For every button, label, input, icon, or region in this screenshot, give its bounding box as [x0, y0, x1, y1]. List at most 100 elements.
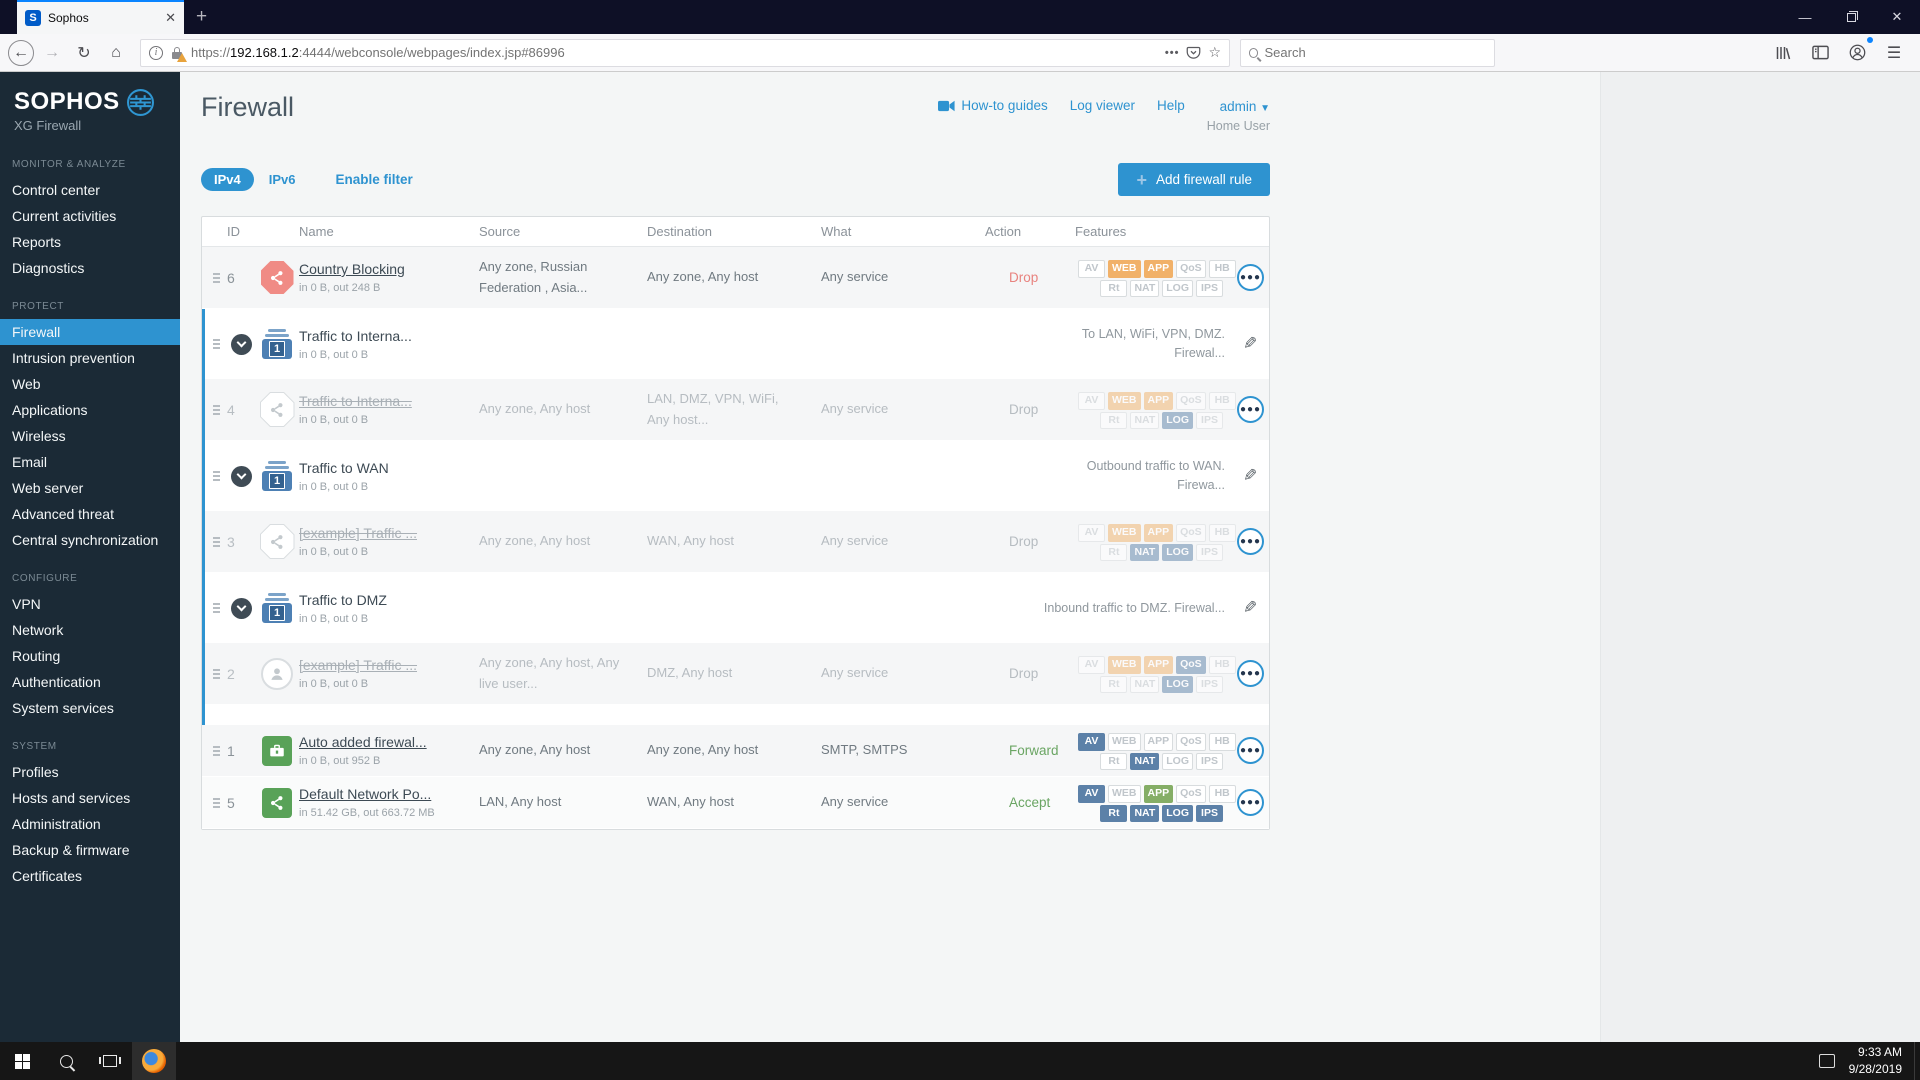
sidebar-item-backup-firmware[interactable]: Backup & firmware: [12, 842, 130, 858]
home-icon[interactable]: ⌂: [111, 43, 121, 61]
drag-handle-icon[interactable]: [212, 745, 220, 756]
sidebar-item-certificates[interactable]: Certificates: [12, 868, 83, 884]
sidebar-item-routing[interactable]: Routing: [12, 648, 61, 664]
url-text[interactable]: https://192.168.1.2:4444/webconsole/webp…: [191, 45, 565, 60]
firefox-taskbar-icon[interactable]: [132, 1042, 176, 1080]
feature-badge-web: WEB: [1108, 733, 1141, 751]
rule-more-actions-button[interactable]: ●●●: [1237, 264, 1264, 291]
drag-handle-icon[interactable]: [212, 272, 220, 283]
rule-more-actions-button[interactable]: ●●●: [1237, 528, 1264, 555]
sidebar-item-web-server[interactable]: Web server: [12, 480, 84, 496]
sidebar-item-reports[interactable]: Reports: [12, 234, 62, 250]
rule-name-link[interactable]: Auto added firewal...: [299, 734, 427, 750]
group-icon-cell: 1: [255, 593, 299, 623]
start-button[interactable]: [0, 1042, 44, 1080]
drag-handle-icon[interactable]: [212, 404, 220, 415]
sidebar-item-network[interactable]: Network: [12, 622, 64, 638]
library-icon[interactable]: [1769, 39, 1797, 67]
rule-name-link[interactable]: [example] Traffic ...: [299, 525, 418, 541]
sidebar-item-administration[interactable]: Administration: [12, 816, 101, 832]
sidebar-item-profiles[interactable]: Profiles: [12, 764, 59, 780]
menu-hamburger-icon[interactable]: ☰: [1886, 44, 1902, 62]
feature-badge-av: AV: [1078, 392, 1105, 410]
briefcase-icon: [262, 735, 292, 766]
header-link-how-to-guides[interactable]: How-to guides: [938, 98, 1048, 113]
rule-icon-cell: [255, 735, 299, 766]
sidebar-item-system-services[interactable]: System services: [12, 700, 114, 716]
rule-name-link[interactable]: [example] Traffic ...: [299, 657, 418, 673]
header-link-log-viewer[interactable]: Log viewer: [1069, 98, 1136, 113]
rule-name-link[interactable]: Country Blocking: [299, 261, 405, 277]
edit-pencil-icon[interactable]: ✎: [1243, 334, 1258, 353]
rule-source: Any zone, Any host: [479, 533, 591, 549]
feature-badge-hb: HB: [1208, 260, 1236, 278]
account-icon[interactable]: [1843, 36, 1873, 67]
collapse-group-button[interactable]: [230, 333, 252, 355]
sidebar-item-intrusion-prevention[interactable]: Intrusion prevention: [12, 350, 135, 366]
sidebar-item-web[interactable]: Web: [12, 376, 41, 392]
taskbar-search-icon[interactable]: [44, 1042, 88, 1080]
group-description: Inbound traffic to DMZ. Firewal...: [1043, 600, 1225, 615]
sidebar-item-vpn[interactable]: VPN: [12, 596, 41, 612]
forward-icon[interactable]: →: [44, 43, 60, 61]
drag-handle-icon[interactable]: [212, 668, 220, 679]
sidebar-item-applications[interactable]: Applications: [12, 402, 88, 418]
page-info-icon[interactable]: i: [149, 45, 163, 60]
sidebar-item-authentication[interactable]: Authentication: [12, 674, 101, 690]
drag-handle-icon[interactable]: [212, 536, 220, 547]
search-input[interactable]: [1264, 45, 1486, 60]
rule-name-link[interactable]: Default Network Po...: [299, 786, 432, 802]
reload-icon[interactable]: ↻: [77, 44, 91, 62]
sidebars-icon[interactable]: [1806, 39, 1834, 67]
task-view-icon[interactable]: [88, 1042, 132, 1080]
rule-more-actions-button[interactable]: ●●●: [1237, 396, 1264, 423]
browser-search-box[interactable]: [1240, 38, 1495, 67]
rule-more-actions-button[interactable]: ●●●: [1237, 737, 1264, 764]
pocket-icon[interactable]: [1186, 45, 1201, 60]
sidebar-item-central-synchronization[interactable]: Central synchronization: [12, 532, 159, 548]
tray-icon[interactable]: [1818, 1054, 1835, 1068]
sidebar-item-firewall[interactable]: Firewall: [0, 319, 180, 345]
drag-handle-icon[interactable]: [212, 797, 220, 808]
minimize-icon[interactable]: —: [1798, 9, 1812, 25]
collapse-group-button[interactable]: [230, 465, 252, 487]
sidebar-item-wireless[interactable]: Wireless: [12, 428, 66, 444]
close-icon[interactable]: ✕: [1891, 9, 1903, 24]
sidebar-item-control-center[interactable]: Control center: [12, 182, 100, 198]
url-bar[interactable]: i https://192.168.1.2:4444/webconsole/we…: [140, 38, 1230, 67]
user-menu[interactable]: admin ▼ Home User: [1207, 98, 1270, 133]
rule-service: Any service: [821, 794, 889, 810]
bookmark-star-icon[interactable]: ☆: [1208, 44, 1221, 60]
edit-pencil-icon[interactable]: ✎: [1243, 466, 1258, 485]
back-icon[interactable]: ←: [8, 39, 34, 66]
drag-handle-icon[interactable]: [212, 603, 220, 613]
drag-handle-icon[interactable]: [212, 339, 220, 349]
rule-source: Any zone, Any host: [479, 401, 591, 417]
add-firewall-rule-button[interactable]: + Add firewall rule: [1118, 163, 1270, 196]
user-dropdown[interactable]: admin ▼: [1219, 99, 1270, 114]
enable-filter-link[interactable]: Enable filter: [335, 172, 413, 187]
header-link-help[interactable]: Help: [1157, 98, 1185, 113]
rule-more-actions-button[interactable]: ●●●: [1237, 789, 1264, 816]
sidebar-item-current-activities[interactable]: Current activities: [12, 208, 117, 224]
sidebar-item-email[interactable]: Email: [12, 454, 48, 470]
sidebar-item-diagnostics[interactable]: Diagnostics: [12, 260, 85, 276]
drag-handle-icon[interactable]: [212, 471, 220, 481]
new-tab-button[interactable]: +: [196, 6, 208, 27]
restore-icon[interactable]: [1828, 0, 1874, 34]
page-actions-icon[interactable]: •••: [1164, 46, 1180, 59]
feature-badge-qos: QoS: [1176, 785, 1206, 803]
tab-ipv4[interactable]: IPv4: [201, 168, 254, 191]
tab-ipv6[interactable]: IPv6: [268, 172, 296, 187]
tab-close-icon[interactable]: ✕: [165, 10, 176, 25]
browser-tab[interactable]: S Sophos ✕: [17, 0, 184, 34]
show-desktop-button[interactable]: [1914, 1042, 1920, 1080]
sidebar-item-hosts-and-services[interactable]: Hosts and services: [12, 790, 131, 806]
insecure-lock-icon[interactable]: [170, 46, 187, 62]
rule-name-link[interactable]: Traffic to Interna...: [299, 393, 412, 409]
taskbar-clock[interactable]: 9:33 AM 9/28/2019: [1848, 1044, 1902, 1076]
rule-more-actions-button[interactable]: ●●●: [1237, 660, 1264, 687]
edit-pencil-icon[interactable]: ✎: [1243, 598, 1258, 617]
collapse-group-button[interactable]: [230, 597, 252, 619]
sidebar-item-advanced-threat[interactable]: Advanced threat: [12, 506, 114, 522]
